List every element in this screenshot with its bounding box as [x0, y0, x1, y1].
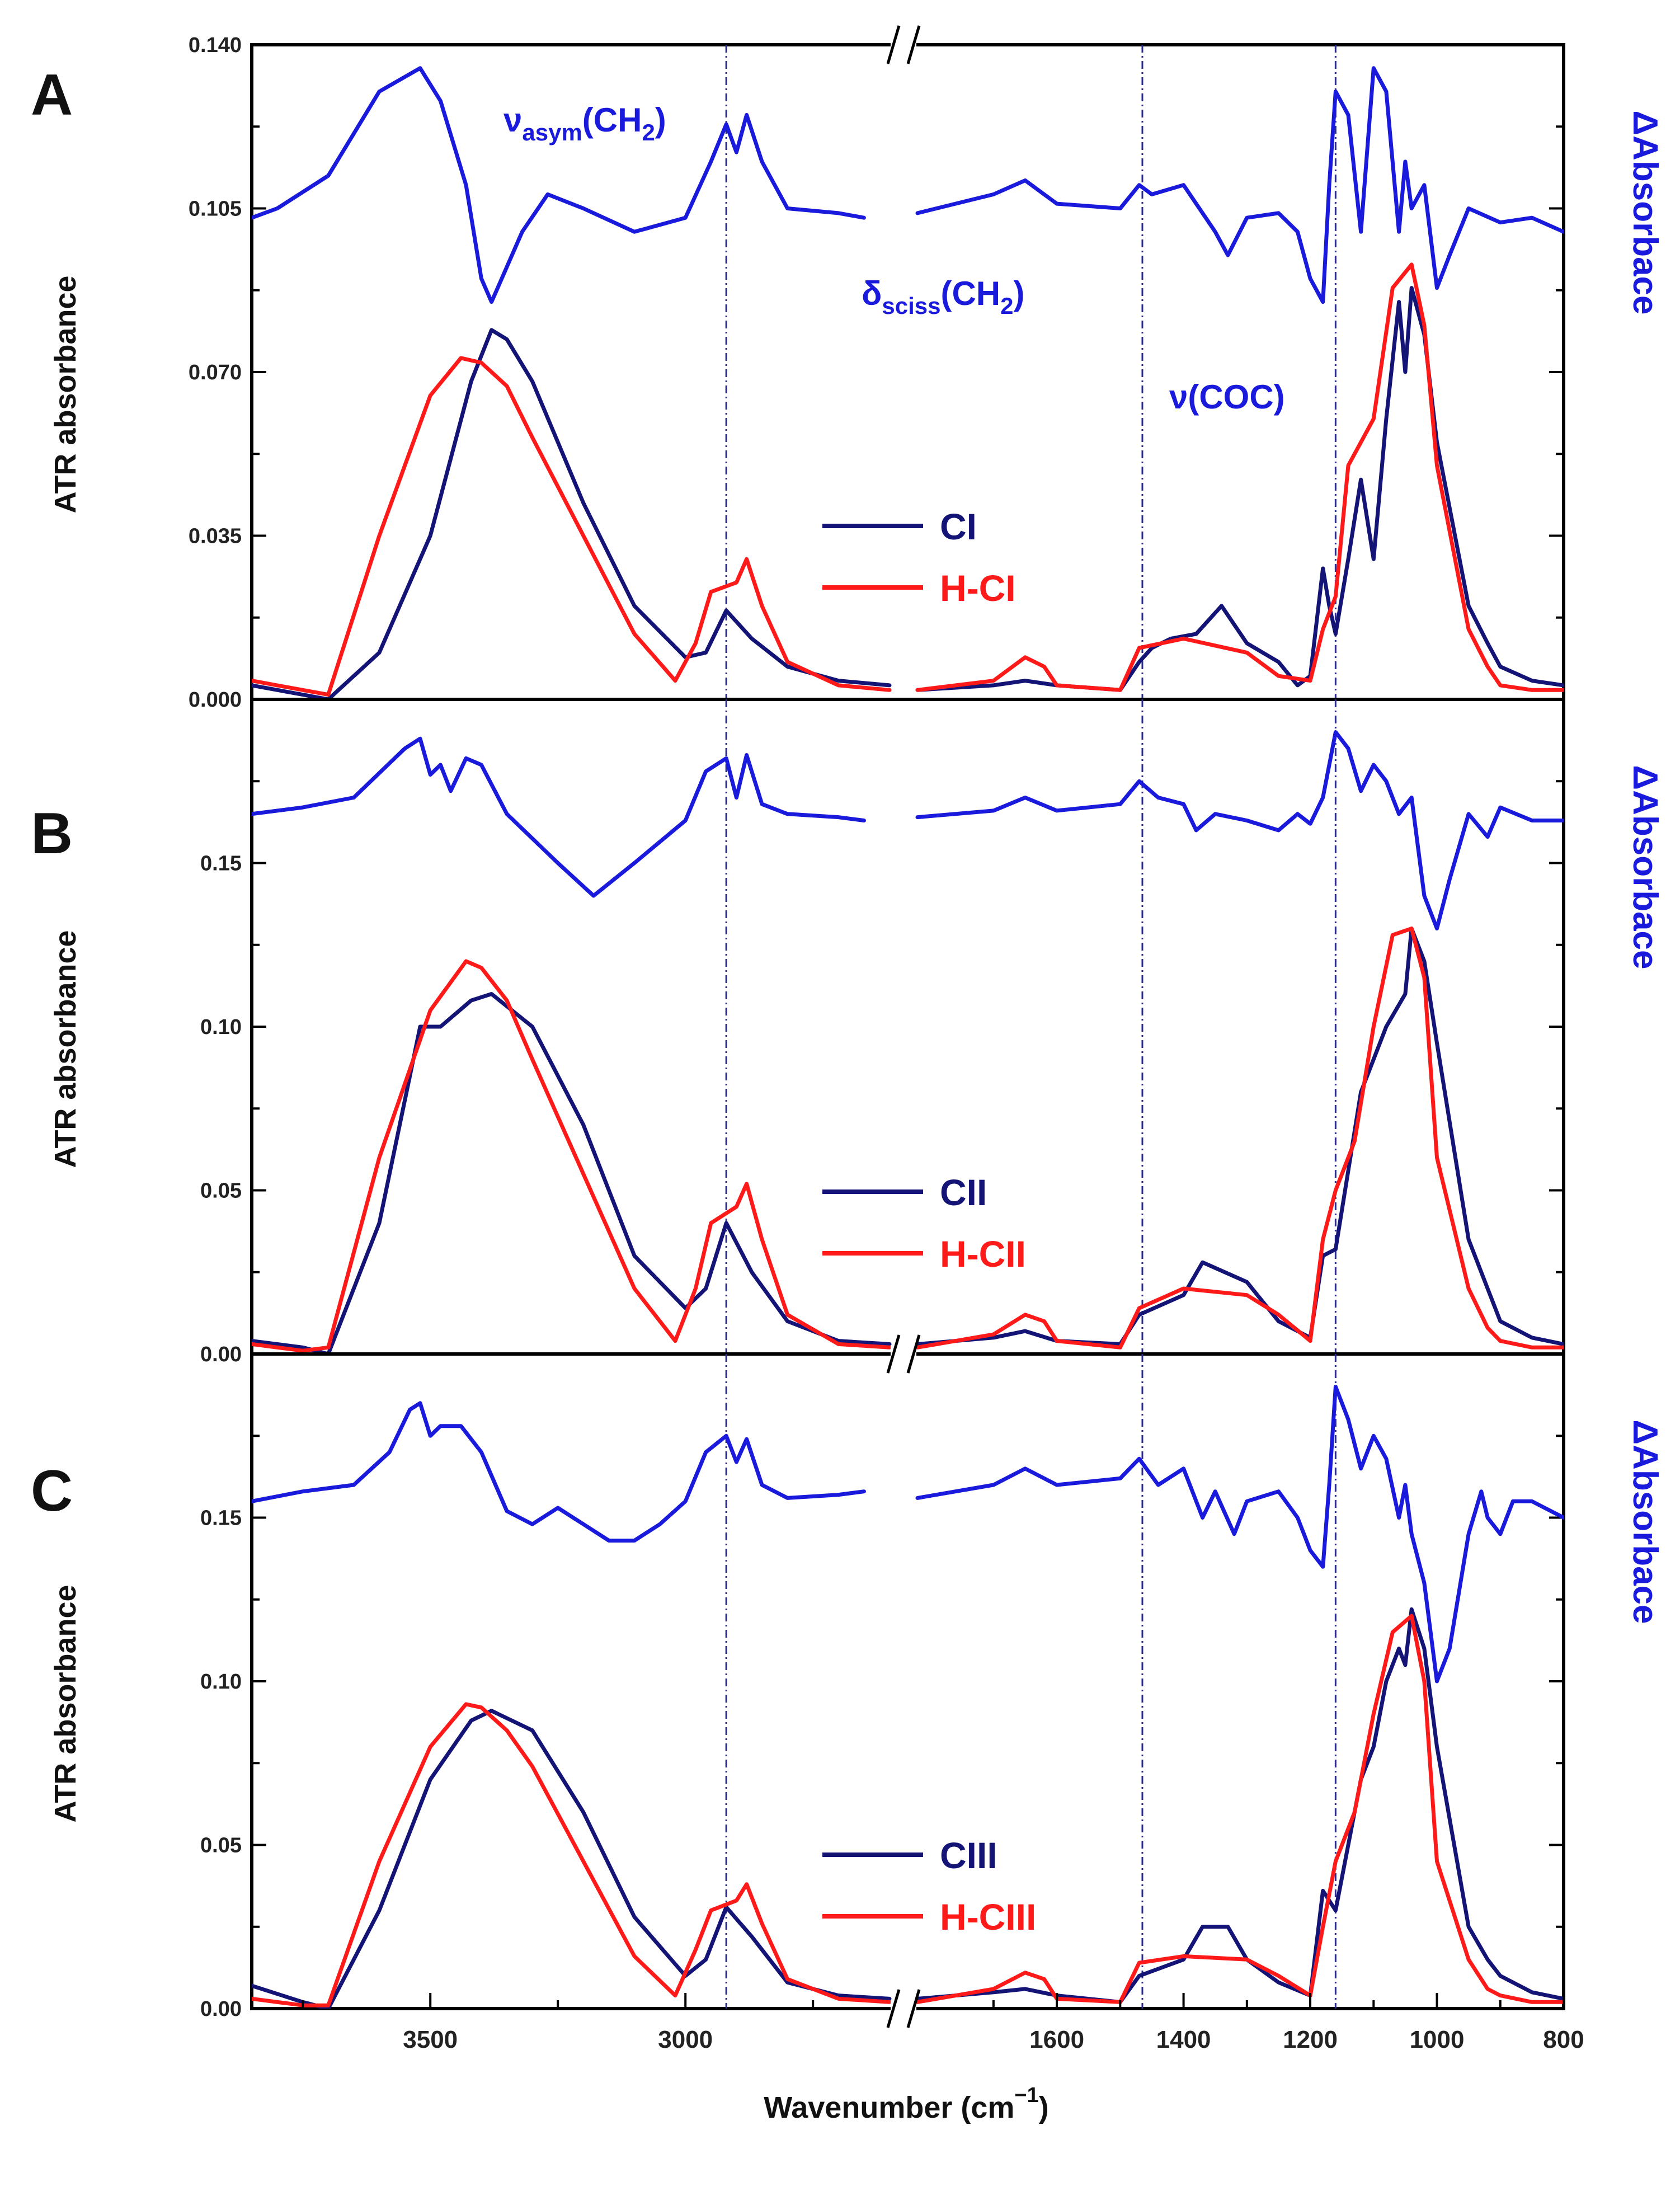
delta-absorbance-label: ΔAbsorbace: [1626, 110, 1664, 314]
panel-b: 0.00 0.05 0.10 0.15 ATR absorbance ΔAbsorbace…: [31, 698, 1664, 1366]
y-tick-label: 0.10: [200, 1015, 242, 1039]
series-line-dark: [915, 927, 1564, 1346]
series-group: [252, 66, 1564, 699]
series-line-blue: [252, 1401, 866, 1543]
annotation-sciss: δsciss(CH2): [862, 275, 1024, 319]
y-axis-label: ATR absorbance: [49, 1585, 82, 1822]
series-group: [252, 730, 1564, 1354]
y-tick-label: 0.15: [200, 1507, 242, 1530]
series-line-dark: [252, 328, 892, 699]
series-line-red: [915, 1614, 1564, 2004]
legend-label: CI: [940, 506, 977, 547]
y-tick-label: 0.140: [189, 34, 242, 57]
y-tick-label: 0.00: [200, 1343, 242, 1366]
panel-c: 0.00 0.05 0.10 0.15 ATR absorbance ΔAbsorbace…: [31, 1352, 1664, 2021]
series-line-blue: [915, 730, 1564, 930]
x-tick-label: 1600: [1029, 2026, 1084, 2053]
y-tick-label: 0.000: [189, 688, 242, 712]
x-tick-label: 3000: [658, 2026, 713, 2053]
axis-break-marker: [886, 25, 921, 64]
delta-absorbance-label: ΔAbsorbace: [1626, 765, 1664, 969]
series-line-dark: [252, 992, 892, 1354]
series-line-dark: [915, 1607, 1564, 2004]
x-tick-label: 3500: [403, 2026, 458, 2053]
y-tick-label: 0.070: [189, 361, 242, 384]
series-line-blue: [252, 66, 866, 304]
legend-label: H-CII: [940, 1233, 1026, 1275]
y-tick-label: 0.00: [200, 1997, 242, 2021]
series-line-red: [252, 1702, 892, 2007]
y-tick-label: 0.15: [200, 852, 242, 876]
panel-a: 0.000 0.035 0.070 0.105 0.140 ATR absorbance Δ…: [31, 34, 1664, 712]
series-line-red: [915, 927, 1564, 1350]
legend-label: CII: [940, 1172, 987, 1213]
series-line-red: [252, 356, 892, 697]
annotation-asym: νasym(CH2): [503, 101, 666, 145]
axis-break-marker: [886, 1989, 921, 2028]
y-axis-label: ATR absorbance: [49, 275, 82, 513]
legend-label: H-CI: [940, 567, 1016, 609]
y-tick-label: 0.105: [189, 198, 242, 221]
series-group: [252, 1385, 1564, 2009]
y-axis-label: ATR absorbance: [49, 930, 82, 1168]
y-tick-label: 0.035: [189, 525, 242, 548]
axis-break-marker: [886, 1334, 921, 1374]
x-tick-label: 800: [1543, 2026, 1584, 2053]
panel-letter: A: [31, 63, 73, 128]
series-line-blue: [252, 736, 866, 898]
legend-label: H-CIII: [940, 1896, 1036, 1938]
plot-frame: [250, 43, 1565, 2010]
annotation-coc: ν(COC): [1169, 378, 1285, 416]
panel-letter: C: [31, 1459, 73, 1524]
legend-label: CIII: [940, 1835, 997, 1876]
panel-letter: B: [31, 801, 73, 866]
y-tick-label: 0.05: [200, 1834, 242, 1858]
series-line-red: [252, 959, 892, 1353]
series-line-red: [915, 262, 1564, 692]
series-line-dark: [252, 1709, 892, 2009]
x-axis: 3500 3000 1600 1400 1200 1000 800: [302, 1993, 1584, 2053]
x-tick-label: 1200: [1283, 2026, 1338, 2053]
x-tick-label: 1000: [1410, 2026, 1465, 2053]
y-tick-label: 0.10: [200, 1670, 242, 1694]
series-line-blue: [915, 1385, 1564, 1684]
delta-absorbance-label: ΔAbsorbace: [1626, 1419, 1664, 1624]
x-tick-label: 1400: [1156, 2026, 1211, 2053]
x-axis-label: Wavenumber (cm−1): [764, 2084, 1048, 2124]
y-tick-label: 0.05: [200, 1179, 242, 1203]
series-line-blue: [915, 66, 1564, 304]
